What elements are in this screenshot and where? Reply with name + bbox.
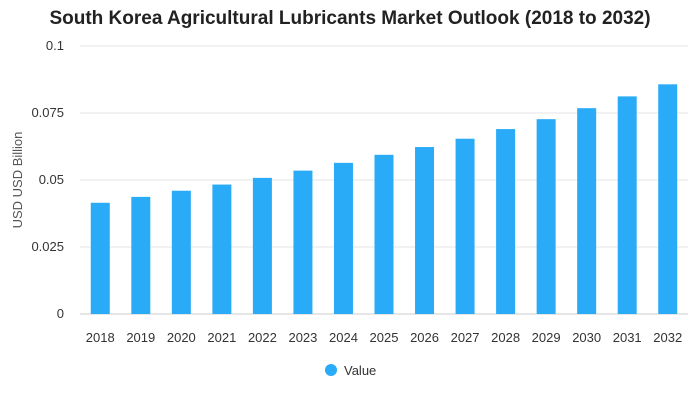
x-axis-ticks: 2018 2019 2020 2021 2022 2023 2024 2025 2026 2027… [86, 330, 682, 345]
x-tick-label: 2026 [410, 330, 439, 345]
x-tick-label: 2018 [86, 330, 115, 345]
x-tick-label: 2021 [207, 330, 236, 345]
chart-title: South Korea Agricultural Lubricants Mark… [49, 8, 651, 29]
bar [617, 96, 637, 314]
x-tick-label: 2024 [329, 330, 358, 345]
bars [90, 84, 678, 315]
legend: Value [325, 363, 376, 378]
bar [293, 170, 313, 314]
bar [90, 202, 110, 314]
x-tick-label: 2032 [653, 330, 682, 345]
bar [536, 119, 556, 314]
bar [252, 177, 272, 314]
y-axis-title: USD USD Billion [10, 132, 25, 229]
x-tick-label: 2023 [288, 330, 317, 345]
x-tick-label: 2019 [126, 330, 155, 345]
bar [171, 190, 191, 314]
y-tick-label: 0.025 [31, 239, 64, 254]
x-tick-label: 2030 [572, 330, 601, 345]
y-tick-label: 0 [57, 306, 64, 321]
bar [415, 147, 435, 314]
legend-label: Value [344, 363, 376, 378]
bar [374, 154, 394, 314]
bar [131, 196, 151, 314]
x-tick-label: 2028 [491, 330, 520, 345]
y-tick-label: 0.1 [46, 38, 64, 53]
bar [212, 184, 232, 314]
y-tick-label: 0.075 [31, 105, 64, 120]
bar [577, 108, 597, 315]
x-tick-label: 2020 [167, 330, 196, 345]
x-tick-label: 2031 [613, 330, 642, 345]
x-tick-label: 2025 [370, 330, 399, 345]
bar [455, 138, 475, 314]
y-axis-ticks: 0 0.025 0.05 0.075 0.1 [31, 38, 64, 321]
legend-marker [325, 364, 337, 376]
bar [333, 162, 353, 314]
x-tick-label: 2022 [248, 330, 277, 345]
x-tick-label: 2029 [532, 330, 561, 345]
x-tick-label: 2027 [451, 330, 480, 345]
bar [658, 84, 678, 314]
bar [496, 129, 516, 314]
y-tick-label: 0.05 [39, 172, 64, 187]
